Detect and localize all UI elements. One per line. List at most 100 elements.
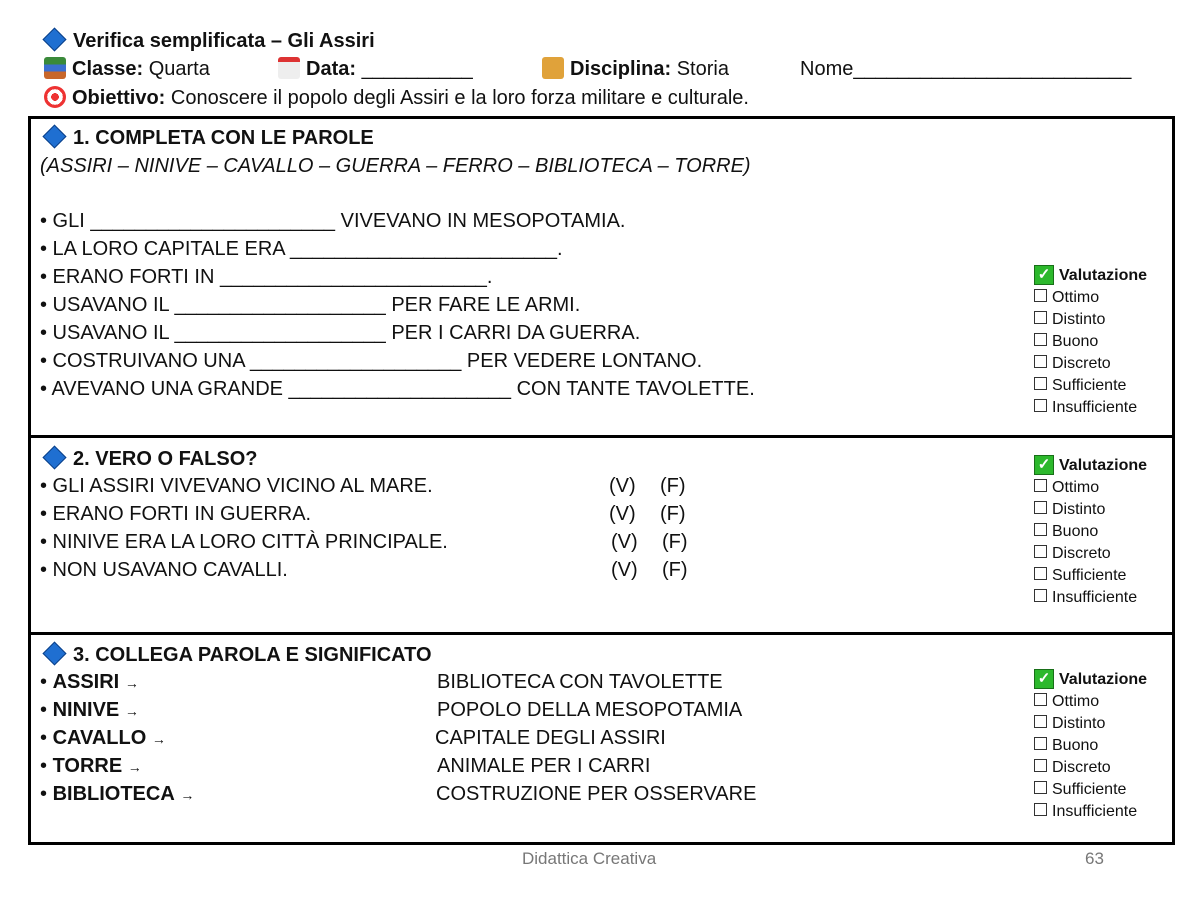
rating-option[interactable]: Ottimo bbox=[1034, 287, 1147, 309]
rating-option[interactable]: Insufficiente bbox=[1034, 801, 1147, 823]
check-icon: ✓ bbox=[1034, 264, 1054, 285]
fill-blank-item[interactable]: • USAVANO IL ___________________ PER FAR… bbox=[40, 294, 581, 316]
checkbox[interactable] bbox=[1034, 545, 1047, 559]
true-option[interactable]: (V) bbox=[611, 559, 638, 581]
match-word[interactable]: • TORRE → bbox=[40, 755, 142, 777]
word: ASSIRI bbox=[52, 671, 120, 693]
checkbox[interactable] bbox=[1034, 803, 1047, 817]
data-field: Data: __________ bbox=[278, 56, 473, 81]
rating-title: ✓ Valutazione bbox=[1034, 454, 1147, 477]
checkbox[interactable] bbox=[1034, 715, 1047, 729]
fill-blank-item[interactable]: • ERANO FORTI IN _______________________… bbox=[40, 266, 493, 288]
page-number: 63 bbox=[1085, 849, 1104, 868]
checkbox[interactable] bbox=[1034, 289, 1047, 303]
checkbox[interactable] bbox=[1034, 311, 1047, 325]
match-word[interactable]: • BIBLIOTECA → bbox=[40, 783, 195, 805]
match-meaning[interactable]: BIBLIOTECA CON TAVOLETTE bbox=[437, 671, 723, 693]
fill-blank-item[interactable]: • USAVANO IL ___________________ PER I C… bbox=[40, 322, 641, 344]
match-word[interactable]: • NINIVE → bbox=[40, 699, 139, 721]
fill-blank-item[interactable]: • LA LORO CAPITALE ERA _________________… bbox=[40, 238, 563, 260]
checkbox[interactable] bbox=[1034, 523, 1047, 537]
fill-blank-item[interactable]: • AVEVANO UNA GRANDE ___________________… bbox=[40, 378, 755, 400]
rating-option-label: Sufficiente bbox=[1052, 781, 1127, 798]
rating-option[interactable]: Discreto bbox=[1034, 353, 1147, 375]
disciplina-field: Disciplina: Storia bbox=[542, 56, 729, 81]
match-meaning[interactable]: ANIMALE PER I CARRI bbox=[437, 755, 651, 777]
rating-option[interactable]: Distinto bbox=[1034, 713, 1147, 735]
rating-box: ✓ Valutazione Ottimo Distinto Buono Discreto S… bbox=[1034, 668, 1147, 823]
false-option[interactable]: (F) bbox=[660, 503, 686, 525]
checkbox[interactable] bbox=[1034, 399, 1047, 413]
checkbox[interactable] bbox=[1034, 377, 1047, 391]
rating-option[interactable]: Buono bbox=[1034, 735, 1147, 757]
match-meaning[interactable]: POPOLO DELLA MESOPOTAMIA bbox=[437, 699, 743, 721]
fill-blank-item[interactable]: • COSTRUIVANO UNA ___________________ PE… bbox=[40, 350, 703, 372]
rating-option[interactable]: Discreto bbox=[1034, 757, 1147, 779]
checkbox[interactable] bbox=[1034, 355, 1047, 369]
section-1-title-text: 1. COMPLETA CON LE PAROLE bbox=[73, 127, 374, 149]
rating-option[interactable]: Buono bbox=[1034, 521, 1147, 543]
arrow-icon: → bbox=[127, 759, 142, 775]
rating-option-label: Ottimo bbox=[1052, 289, 1100, 306]
rating-option[interactable]: Distinto bbox=[1034, 499, 1147, 521]
rating-box: ✓ Valutazione Ottimo Distinto Buono Discreto S… bbox=[1034, 264, 1147, 419]
checkbox[interactable] bbox=[1034, 781, 1047, 795]
true-option[interactable]: (V) bbox=[611, 531, 638, 553]
word: TORRE bbox=[52, 755, 123, 777]
rating-option[interactable]: Insufficiente bbox=[1034, 397, 1147, 419]
rating-option[interactable]: Insufficiente bbox=[1034, 587, 1147, 609]
true-option[interactable]: (V) bbox=[609, 503, 636, 525]
disciplina-value: Storia bbox=[676, 58, 729, 80]
checkbox[interactable] bbox=[1034, 737, 1047, 751]
checkbox[interactable] bbox=[1034, 693, 1047, 707]
checkbox[interactable] bbox=[1034, 567, 1047, 581]
checkbox[interactable] bbox=[1034, 501, 1047, 515]
obiettivo-field: Obiettivo: Conoscere il popolo degli Ass… bbox=[44, 85, 749, 110]
diamond-icon bbox=[42, 27, 67, 52]
teacher-icon bbox=[542, 56, 564, 79]
rating-option-label: Distinto bbox=[1052, 311, 1106, 328]
section-1-title: 1. COMPLETA CON LE PAROLE bbox=[42, 124, 374, 150]
classe-field: Classe: Quarta bbox=[44, 56, 210, 81]
rating-option[interactable]: Sufficiente bbox=[1034, 565, 1147, 587]
obiettivo-label: Obiettivo: bbox=[72, 87, 166, 109]
rating-option[interactable]: Distinto bbox=[1034, 309, 1147, 331]
check-icon: ✓ bbox=[1034, 454, 1054, 475]
checkbox[interactable] bbox=[1034, 589, 1047, 603]
checkbox[interactable] bbox=[1034, 479, 1047, 493]
calendar-icon bbox=[278, 56, 300, 79]
false-option[interactable]: (F) bbox=[660, 475, 686, 497]
obiettivo-value: Conoscere il popolo degli Assiri e la lo… bbox=[170, 87, 749, 109]
rating-option-label: Buono bbox=[1052, 523, 1099, 540]
rating-option-label: Distinto bbox=[1052, 501, 1106, 518]
rating-option-label: Insufficiente bbox=[1052, 589, 1138, 606]
true-false-statement: • NON USAVANO CAVALLI. bbox=[40, 559, 288, 581]
nome-field[interactable]: Nome_________________________ bbox=[800, 58, 1132, 80]
section-1 bbox=[28, 116, 1175, 437]
false-option[interactable]: (F) bbox=[662, 531, 688, 553]
rating-option[interactable]: Sufficiente bbox=[1034, 779, 1147, 801]
rating-option[interactable]: Buono bbox=[1034, 331, 1147, 353]
data-label: Data: bbox=[306, 58, 357, 80]
rating-option[interactable]: Ottimo bbox=[1034, 477, 1147, 499]
false-option[interactable]: (F) bbox=[662, 559, 688, 581]
checkbox[interactable] bbox=[1034, 333, 1047, 347]
rating-option-label: Discreto bbox=[1052, 355, 1111, 372]
data-value[interactable]: __________ bbox=[361, 58, 473, 80]
match-meaning[interactable]: CAPITALE DEGLI ASSIRI bbox=[435, 727, 666, 749]
rating-option-label: Ottimo bbox=[1052, 693, 1100, 710]
match-meaning[interactable]: COSTRUZIONE PER OSSERVARE bbox=[436, 783, 757, 805]
match-word[interactable]: • CAVALLO → bbox=[40, 727, 166, 749]
check-icon: ✓ bbox=[1034, 668, 1054, 689]
title-text: Verifica semplificata – Gli Assiri bbox=[73, 30, 375, 52]
rating-option[interactable]: Ottimo bbox=[1034, 691, 1147, 713]
match-word[interactable]: • ASSIRI → bbox=[40, 671, 139, 693]
rating-option-label: Buono bbox=[1052, 737, 1099, 754]
classe-label: Classe: bbox=[72, 58, 144, 80]
rating-option[interactable]: Sufficiente bbox=[1034, 375, 1147, 397]
word: BIBLIOTECA bbox=[52, 783, 175, 805]
rating-option[interactable]: Discreto bbox=[1034, 543, 1147, 565]
fill-blank-item[interactable]: • GLI ______________________ VIVEVANO IN… bbox=[40, 210, 626, 232]
true-option[interactable]: (V) bbox=[609, 475, 636, 497]
checkbox[interactable] bbox=[1034, 759, 1047, 773]
